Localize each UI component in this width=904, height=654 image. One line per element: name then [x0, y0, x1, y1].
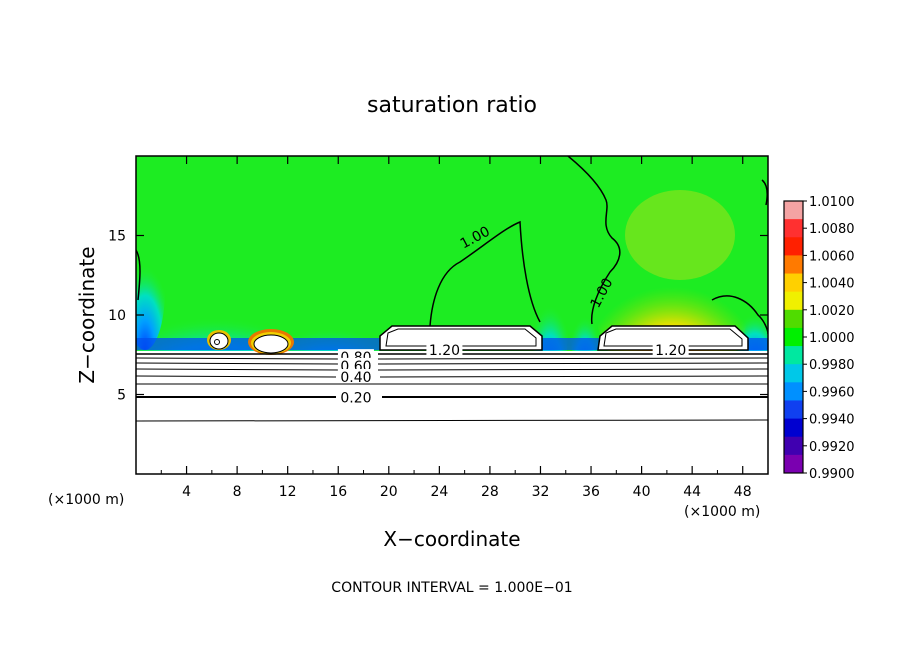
- contour-label: 0.20: [337, 389, 374, 407]
- contour-label-bg: [652, 341, 689, 356]
- x-unit-right: (×1000 m): [684, 504, 760, 520]
- x-axis-title: X−coordinate: [383, 527, 520, 551]
- y-axis-title: Z−coordinate: [75, 246, 99, 383]
- contour-label-bg: [337, 389, 374, 404]
- colorbar-label: 1.0040: [809, 277, 855, 292]
- x-tick-label: 28: [481, 484, 499, 500]
- colorbar-label: 1.0000: [809, 331, 855, 346]
- contour-1-00-left: [429, 220, 541, 327]
- colorbar-label: 0.9920: [809, 440, 855, 455]
- x-tick-label: 4: [182, 484, 191, 500]
- contour-0-10: [136, 419, 768, 422]
- colorbar-swatch: [784, 255, 803, 275]
- chart-title: saturation ratio: [367, 93, 537, 118]
- contour-1-00-right: [567, 156, 621, 325]
- x-tick-label: 8: [233, 484, 242, 500]
- contour-label-bg: [337, 369, 374, 384]
- cloud-region-1-inner: [385, 328, 537, 347]
- warm-plume: [625, 190, 735, 280]
- contour-1-00-top-right: [761, 179, 768, 206]
- x-tick-label: 48: [734, 484, 752, 500]
- x-tick-label: 40: [633, 484, 651, 500]
- y-tick-label: 10: [108, 308, 126, 324]
- contour-0-40: [136, 375, 768, 378]
- contour-label-text: 1.20: [655, 343, 686, 359]
- colorbar-label: 1.0080: [809, 222, 855, 237]
- colorbar-swatch: [784, 273, 803, 293]
- cyan-left-edge: [136, 230, 165, 350]
- colorbar-swatch: [784, 436, 803, 456]
- x-tick-label: 20: [380, 484, 398, 500]
- y-tick-label: 5: [117, 388, 126, 404]
- colorbar-swatch: [784, 400, 803, 420]
- colorbar-swatch: [784, 454, 803, 474]
- colorbar-swatch: [784, 327, 803, 347]
- contour-interval-note: CONTOUR INTERVAL = 1.000E−01: [331, 580, 572, 596]
- colorbar-label: 0.9900: [809, 467, 855, 482]
- x-tick-label: 24: [430, 484, 448, 500]
- contour-label-text: 0.40: [340, 370, 371, 386]
- colorbar-swatch: [784, 237, 803, 256]
- colorbar-swatch: [784, 364, 803, 383]
- colorbar-label: 0.9960: [809, 385, 855, 400]
- colorbar-label: 0.9940: [809, 413, 855, 428]
- contour-label: 1.20: [426, 341, 463, 359]
- y-axis: 5 10 15: [108, 229, 768, 404]
- colorbar-swatch: [784, 309, 803, 329]
- cloud-bubble-1-core: [214, 339, 220, 345]
- x-axis: 4 8 12 16 20 24 28 32 36 40 44 48: [160, 156, 752, 500]
- contour-0-50: [136, 368, 768, 371]
- contour-1-00-far-right: [711, 295, 768, 335]
- contour-label-bg: [426, 341, 463, 356]
- colorbar-swatch: [784, 291, 803, 311]
- colorbar-label: 1.0020: [809, 304, 855, 319]
- contour-label-text: 1.20: [429, 343, 460, 359]
- contour-label-text: 0.20: [340, 391, 371, 407]
- x-tick-label: 12: [279, 484, 297, 500]
- contour-0-70: [136, 357, 768, 360]
- lower-layer: [136, 351, 768, 474]
- x-tick-label: 32: [532, 484, 550, 500]
- contour-label: 1.20: [652, 341, 689, 359]
- colorbar-swatch: [784, 418, 803, 438]
- colorbar-swatch: [784, 382, 803, 401]
- cloud-region-2-inner: [603, 328, 743, 347]
- contour-label: 0.40: [337, 369, 374, 386]
- contour-label-bg: [337, 357, 374, 372]
- y-tick-label: 15: [108, 229, 126, 245]
- x-tick-label: 16: [329, 484, 347, 500]
- colorbar-swatch: [784, 346, 803, 365]
- contour-labels: 1.001.001.201.200.800.600.400.20: [337, 224, 689, 407]
- colorbar: 1.0100 1.0080 1.0060 1.0040 1.0020 1.0000 0.99…: [783, 195, 855, 482]
- x-tick-label: 44: [683, 484, 701, 500]
- colorbar-label: 1.0060: [809, 249, 855, 264]
- plot-area: [136, 156, 768, 474]
- colorbar-swatch: [784, 201, 803, 220]
- contour-1-00-edge: [136, 249, 141, 301]
- contour-lines: [136, 156, 768, 422]
- colorbar-label: 0.9980: [809, 358, 855, 373]
- cloud-region-2: [597, 325, 749, 351]
- contour-0-60: [136, 362, 768, 365]
- x-tick-label: 36: [582, 484, 600, 500]
- colorbar-swatch: [784, 219, 803, 238]
- x-unit-left: (×1000 m): [48, 492, 124, 508]
- cloud-bubble-2: [253, 334, 289, 354]
- colorbar-label: 1.0100: [809, 195, 855, 210]
- cloud-region-1: [379, 325, 543, 351]
